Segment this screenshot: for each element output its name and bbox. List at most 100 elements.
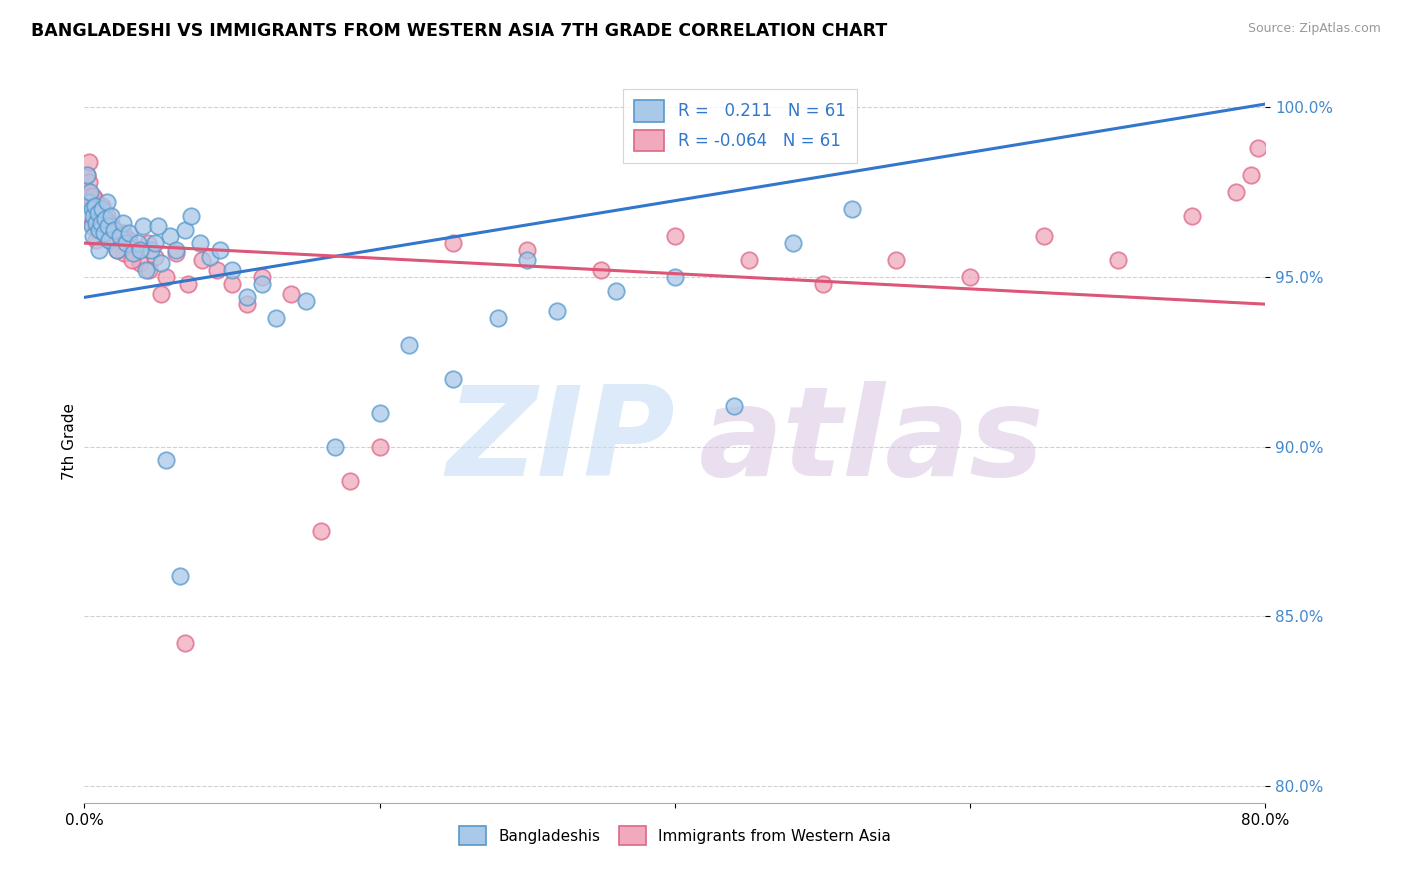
Point <box>124 243 146 257</box>
Point <box>605 284 627 298</box>
Point <box>1225 185 1247 199</box>
Point <box>159 229 181 244</box>
Point <box>105 243 128 257</box>
Point <box>84 233 107 247</box>
Point <box>136 236 159 251</box>
Point <box>443 236 465 251</box>
Point <box>111 226 134 240</box>
Point <box>664 229 686 244</box>
Point <box>135 263 157 277</box>
Legend: Bangladeshis, Immigrants from Western Asia: Bangladeshis, Immigrants from Western As… <box>451 818 898 853</box>
Point <box>165 246 187 260</box>
Point <box>90 216 112 230</box>
Point <box>198 250 221 264</box>
Point <box>96 195 118 210</box>
Point <box>87 209 111 223</box>
Point <box>129 243 152 257</box>
Point <box>97 219 120 234</box>
Point <box>93 226 115 240</box>
Point <box>80 195 103 210</box>
Point <box>841 202 863 217</box>
Point <box>86 199 108 213</box>
Point <box>143 236 166 251</box>
Point <box>82 229 104 244</box>
Point <box>173 222 195 236</box>
Point <box>101 219 124 234</box>
Point <box>100 209 122 223</box>
Point <box>486 310 509 325</box>
Point <box>221 263 243 277</box>
Point <box>93 226 115 240</box>
Y-axis label: 7th Grade: 7th Grade <box>62 403 77 480</box>
Point <box>546 304 568 318</box>
Point <box>108 226 131 240</box>
Point <box>94 212 117 227</box>
Point <box>98 233 121 247</box>
Point <box>959 270 981 285</box>
Point <box>77 195 100 210</box>
Point <box>76 168 98 182</box>
Point <box>79 185 101 199</box>
Point <box>79 188 101 202</box>
Point <box>1240 168 1263 182</box>
Point <box>368 406 391 420</box>
Point <box>1033 229 1056 244</box>
Point <box>96 209 118 223</box>
Point <box>87 243 111 257</box>
Point <box>80 202 103 217</box>
Point <box>250 277 273 291</box>
Point <box>173 636 195 650</box>
Point <box>738 253 761 268</box>
Point <box>221 277 243 291</box>
Point <box>118 226 141 240</box>
Point <box>122 246 145 260</box>
Point <box>138 263 160 277</box>
Point <box>1181 209 1204 223</box>
Text: atlas: atlas <box>699 381 1045 502</box>
Point <box>90 219 112 234</box>
Point <box>443 372 465 386</box>
Point <box>75 182 97 196</box>
Point <box>177 277 200 291</box>
Point <box>236 297 259 311</box>
Point <box>148 219 170 234</box>
Point <box>105 243 128 257</box>
Point <box>82 202 104 217</box>
Point <box>169 568 191 582</box>
Point <box>108 229 131 244</box>
Point <box>129 256 152 270</box>
Point <box>155 453 177 467</box>
Point <box>98 233 121 247</box>
Point <box>83 192 105 206</box>
Point <box>83 199 105 213</box>
Point <box>104 236 127 251</box>
Point <box>250 270 273 285</box>
Point <box>516 243 538 257</box>
Point <box>398 338 420 352</box>
Point <box>165 243 187 257</box>
Point <box>118 233 141 247</box>
Point <box>180 209 202 223</box>
Point <box>143 250 166 264</box>
Point <box>114 236 136 251</box>
Point <box>207 263 229 277</box>
Point <box>82 209 104 223</box>
Point <box>295 293 318 308</box>
Point <box>516 253 538 268</box>
Point <box>811 277 834 291</box>
Point <box>91 199 114 213</box>
Text: BANGLADESHI VS IMMIGRANTS FROM WESTERN ASIA 7TH GRADE CORRELATION CHART: BANGLADESHI VS IMMIGRANTS FROM WESTERN A… <box>31 22 887 40</box>
Point <box>80 216 103 230</box>
Point <box>236 290 259 304</box>
Text: Source: ZipAtlas.com: Source: ZipAtlas.com <box>1247 22 1381 36</box>
Point <box>209 243 232 257</box>
Point <box>76 168 98 182</box>
Point <box>591 263 613 277</box>
Point <box>84 219 107 234</box>
Point <box>127 236 149 251</box>
Point <box>139 243 162 257</box>
Point <box>112 246 135 260</box>
Point <box>886 253 908 268</box>
Point <box>121 253 143 268</box>
Point <box>782 236 804 251</box>
